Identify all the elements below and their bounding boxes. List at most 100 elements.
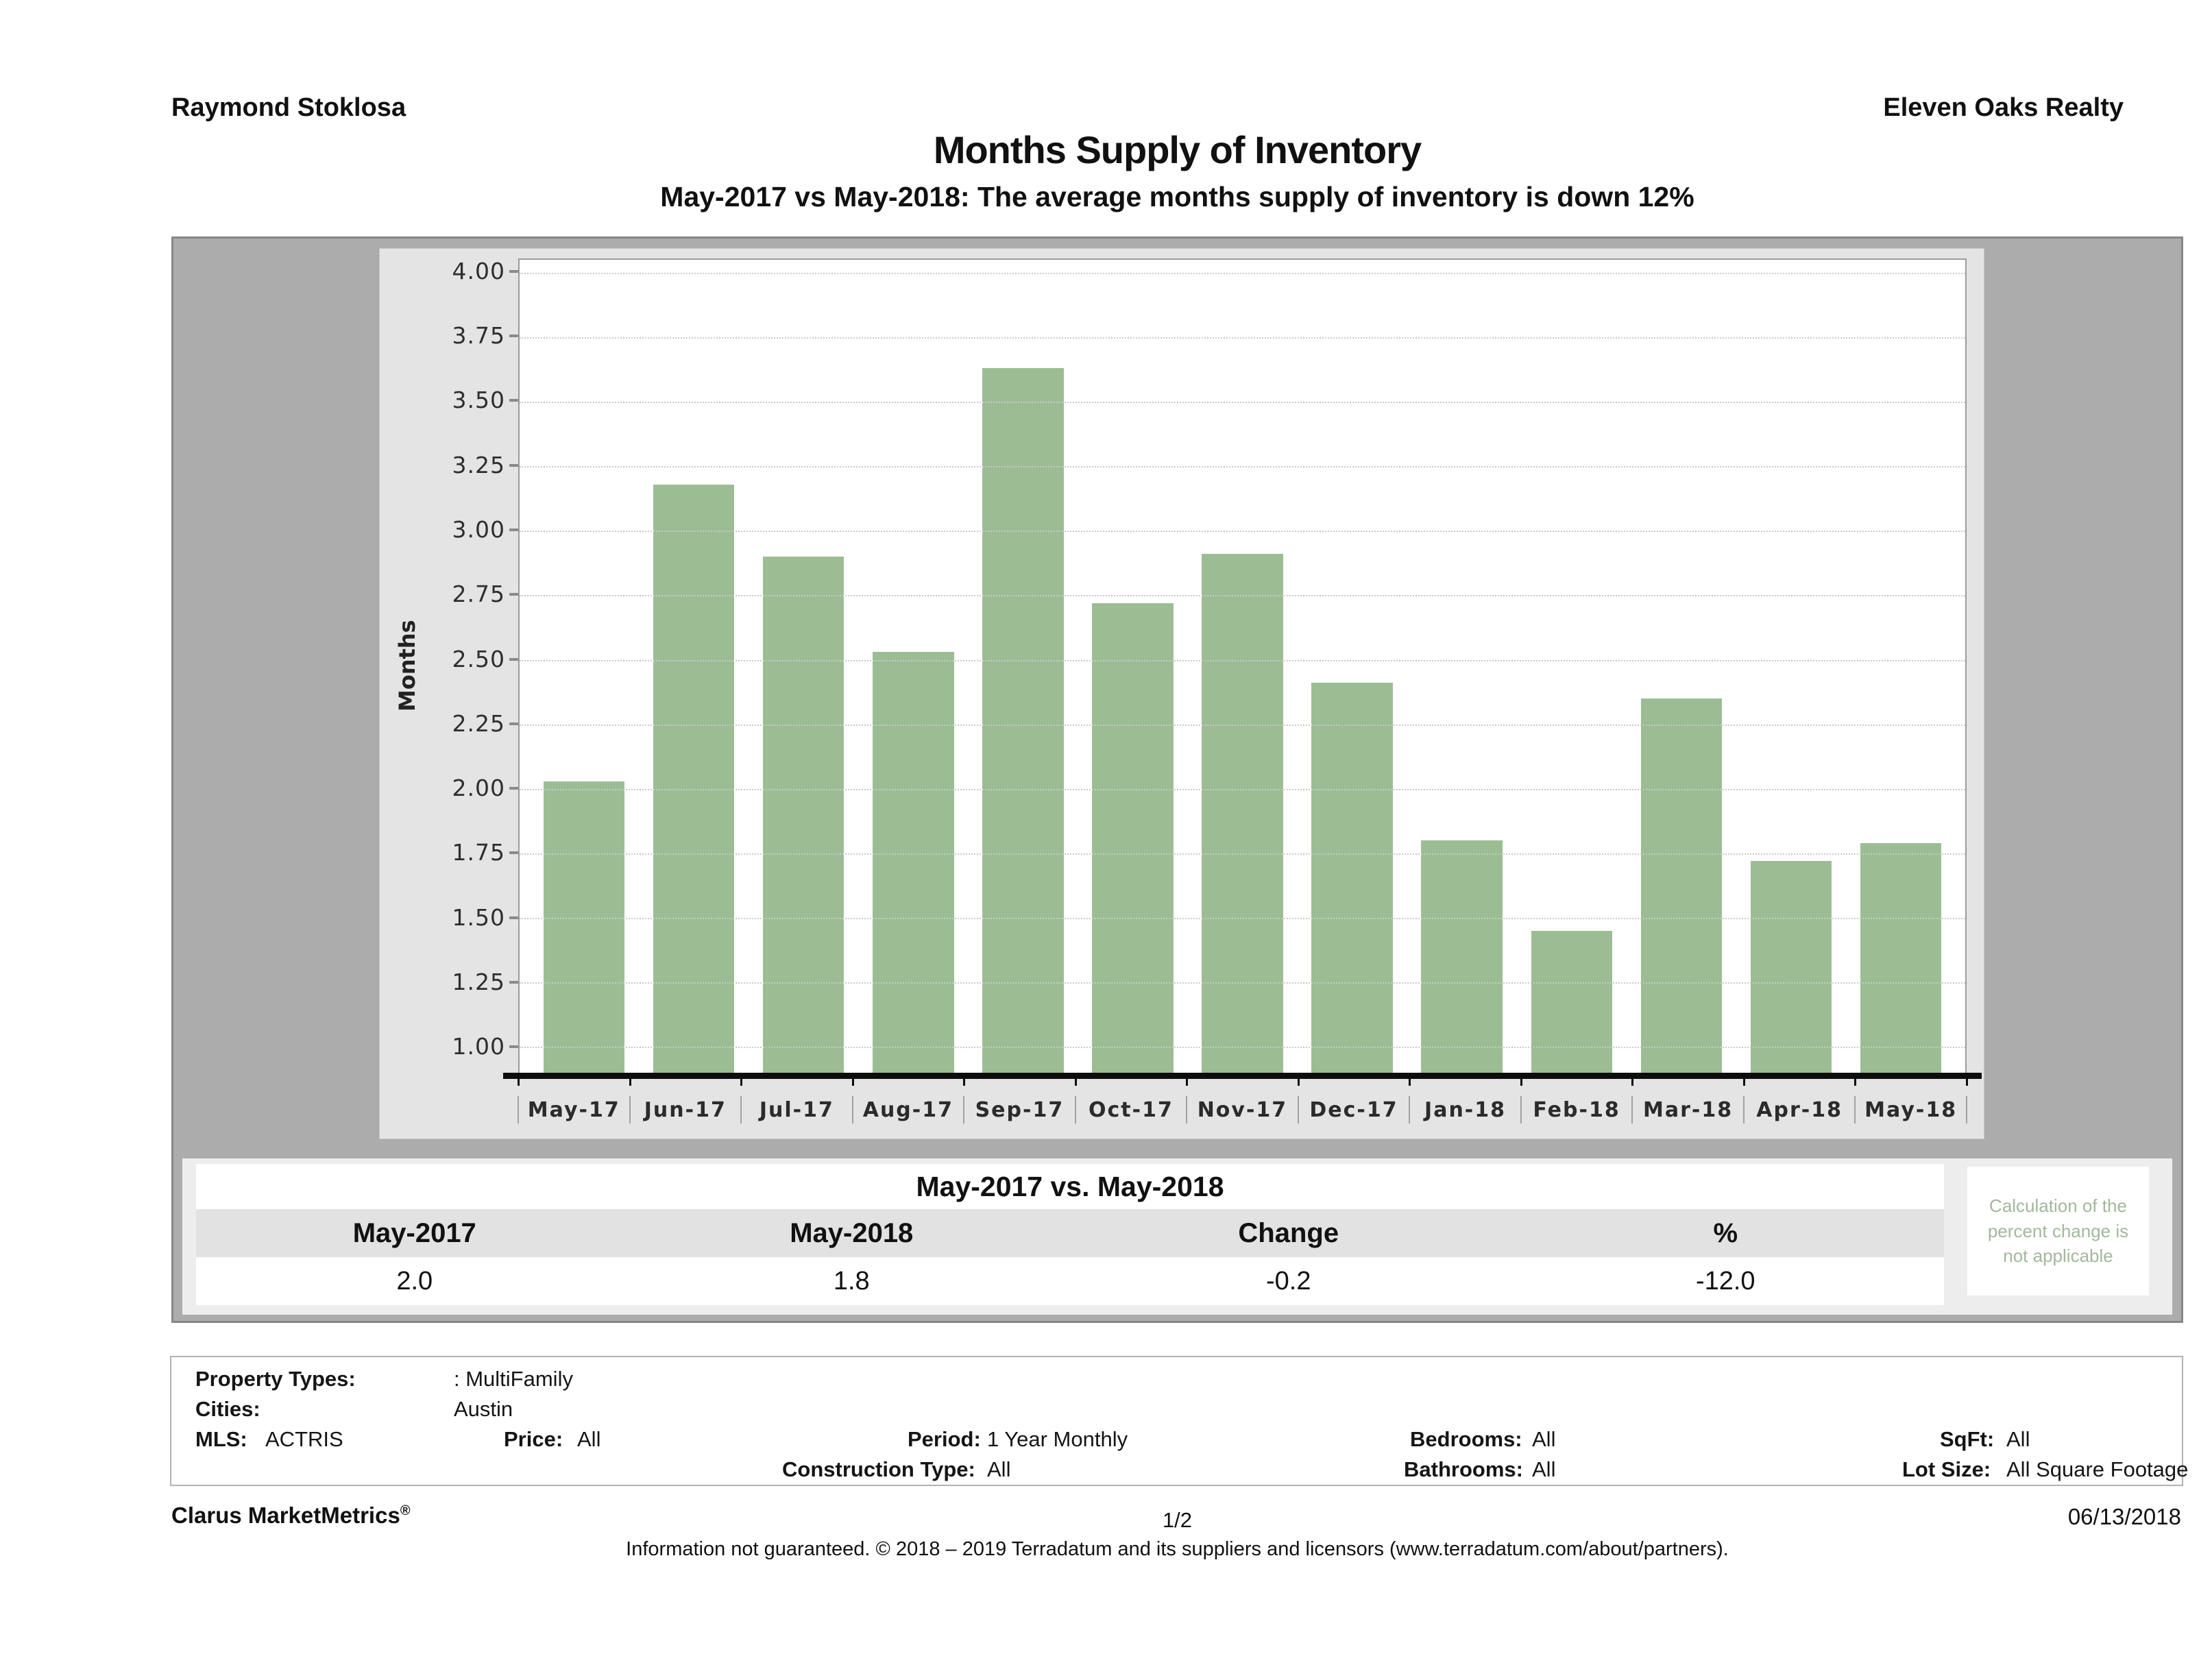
comparison-value-row: 2.0 1.8 -0.2 -12.0: [196, 1257, 1944, 1305]
y-tick-mark: [509, 528, 522, 531]
bar-oct-17: [1092, 603, 1174, 1073]
x-label-mar-18: Mar-18: [1643, 1097, 1734, 1122]
price-value: All: [577, 1427, 601, 1451]
x-label-sep-17: Sep-17: [975, 1097, 1065, 1122]
sqft-label: SqFt:: [1940, 1427, 1995, 1451]
x-label-apr-18: Apr-18: [1756, 1097, 1843, 1122]
bar-feb-18: [1531, 930, 1612, 1073]
disclaimer: Information not guaranteed. © 2018 – 201…: [626, 1538, 1729, 1560]
axis-tick: [1742, 1079, 1745, 1086]
axis-tick: [1186, 1079, 1189, 1086]
gridline: [520, 337, 1965, 339]
gridline: [520, 788, 1965, 790]
lot-size-value: All Square Footage: [2006, 1457, 2189, 1481]
bar-aug-17: [873, 652, 954, 1073]
page-subtitle: May-2017 vs May-2018: The average months…: [660, 181, 1694, 212]
gridline: [520, 724, 1965, 726]
mls-value: ACTRIS: [265, 1427, 343, 1451]
y-tick-mark: [509, 980, 522, 984]
bar-slot: [1187, 260, 1297, 1073]
chart-and-table-frame: Months 4.00 3.75 3.50 3.25 3.00 2.75 2.50 2.25 2…: [171, 236, 2183, 1323]
x-label-separator: [1297, 1096, 1299, 1123]
y-tick-label: 3.00: [452, 515, 505, 543]
cities-label: Cities:: [195, 1397, 260, 1421]
x-label-may-17: May-17: [527, 1097, 620, 1122]
y-tick-label: 3.50: [452, 387, 505, 414]
y-tick-label: 2.00: [452, 775, 505, 802]
x-label-jun-17: Jun-17: [644, 1097, 727, 1122]
bar-slot: [1846, 260, 1956, 1073]
y-tick-mark: [509, 657, 522, 661]
axis-tick: [629, 1079, 631, 1086]
col-header-may-2018: May-2018: [790, 1217, 914, 1248]
axis-ticks: [518, 1079, 1968, 1087]
y-tick-mark: [509, 916, 522, 919]
page-number: 1/2: [1162, 1508, 1193, 1532]
y-tick-label: 2.50: [452, 645, 505, 672]
plot-area: [518, 258, 1967, 1073]
bars: [520, 260, 1965, 1073]
comparison-rows: May-2017 vs. May-2018 May-2017 May-2018 …: [196, 1164, 1944, 1305]
bar-nov-17: [1202, 554, 1283, 1073]
axis-tick: [851, 1079, 854, 1086]
period-label: Period:: [908, 1427, 981, 1451]
bar-jun-17: [653, 484, 735, 1073]
bedrooms-value: All: [1532, 1427, 1556, 1451]
x-label-aug-17: Aug-17: [862, 1097, 953, 1122]
registered-mark: ®: [400, 1503, 411, 1518]
sqft-value: All: [2006, 1427, 2030, 1451]
y-tick-mark: [509, 1045, 522, 1049]
gridline: [520, 1047, 1965, 1049]
x-label-feb-18: Feb-18: [1533, 1097, 1620, 1122]
x-label-separator: [1854, 1096, 1856, 1123]
bar-dec-17: [1311, 683, 1393, 1073]
x-label-separator: [851, 1096, 853, 1123]
gridline: [520, 531, 1965, 533]
lot-size-label: Lot Size:: [1902, 1457, 1991, 1481]
col-header-change: Change: [1238, 1217, 1339, 1248]
gridline: [520, 595, 1965, 597]
x-label-dec-17: Dec-17: [1309, 1097, 1398, 1122]
gridline: [520, 402, 1965, 404]
bedrooms-label: Bedrooms:: [1410, 1427, 1522, 1451]
axis-tick: [1966, 1079, 1968, 1086]
col-header-may-2017: May-2017: [352, 1217, 476, 1248]
value-may-2017: 2.0: [396, 1266, 433, 1296]
value-may-2018: 1.8: [833, 1266, 870, 1296]
product-brand-name: Clarus MarketMetrics: [171, 1503, 400, 1528]
y-tick-mark: [509, 593, 522, 596]
property-types-label: Property Types:: [195, 1367, 356, 1391]
percent-change-note: Calculation of the percent change is not…: [1967, 1167, 2149, 1296]
x-label-separator: [1074, 1096, 1076, 1123]
axis-tick: [1297, 1079, 1300, 1086]
bar-slot: [639, 260, 749, 1073]
comparison-title: May-2017 vs. May-2018: [196, 1164, 1944, 1209]
x-axis-line: [503, 1073, 1982, 1079]
col-header-percent: %: [1713, 1217, 1738, 1248]
page-title: Months Supply of Inventory: [933, 128, 1422, 171]
construction-type-label: Construction Type:: [782, 1457, 975, 1481]
bar-apr-18: [1750, 861, 1832, 1073]
y-tick-label: 3.75: [452, 322, 505, 350]
axis-tick: [1631, 1079, 1634, 1086]
value-change: -0.2: [1266, 1266, 1311, 1296]
axis-tick: [1520, 1079, 1522, 1086]
product-brand: Clarus MarketMetrics®: [171, 1503, 411, 1529]
y-tick-mark: [509, 335, 522, 338]
y-tick-label: 4.00: [452, 257, 505, 284]
bar-sep-17: [982, 368, 1064, 1073]
x-label-nov-17: Nov-17: [1197, 1097, 1288, 1122]
bar-may-18: [1860, 842, 1942, 1073]
y-tick-mark: [509, 269, 522, 273]
brokerage-name: Eleven Oaks Realty: [1883, 93, 2124, 122]
bar-slot: [1627, 260, 1736, 1073]
x-label-separator: [1631, 1096, 1633, 1123]
axis-tick: [740, 1079, 743, 1086]
comparison-table: May-2017 vs. May-2018 May-2017 May-2018 …: [182, 1158, 2172, 1315]
gridline: [520, 918, 1965, 920]
bar-jul-17: [762, 556, 844, 1073]
bathrooms-value: All: [1532, 1457, 1556, 1481]
gridline: [520, 466, 1965, 468]
x-label-separator: [1186, 1096, 1188, 1123]
x-label-separator: [1520, 1096, 1522, 1123]
